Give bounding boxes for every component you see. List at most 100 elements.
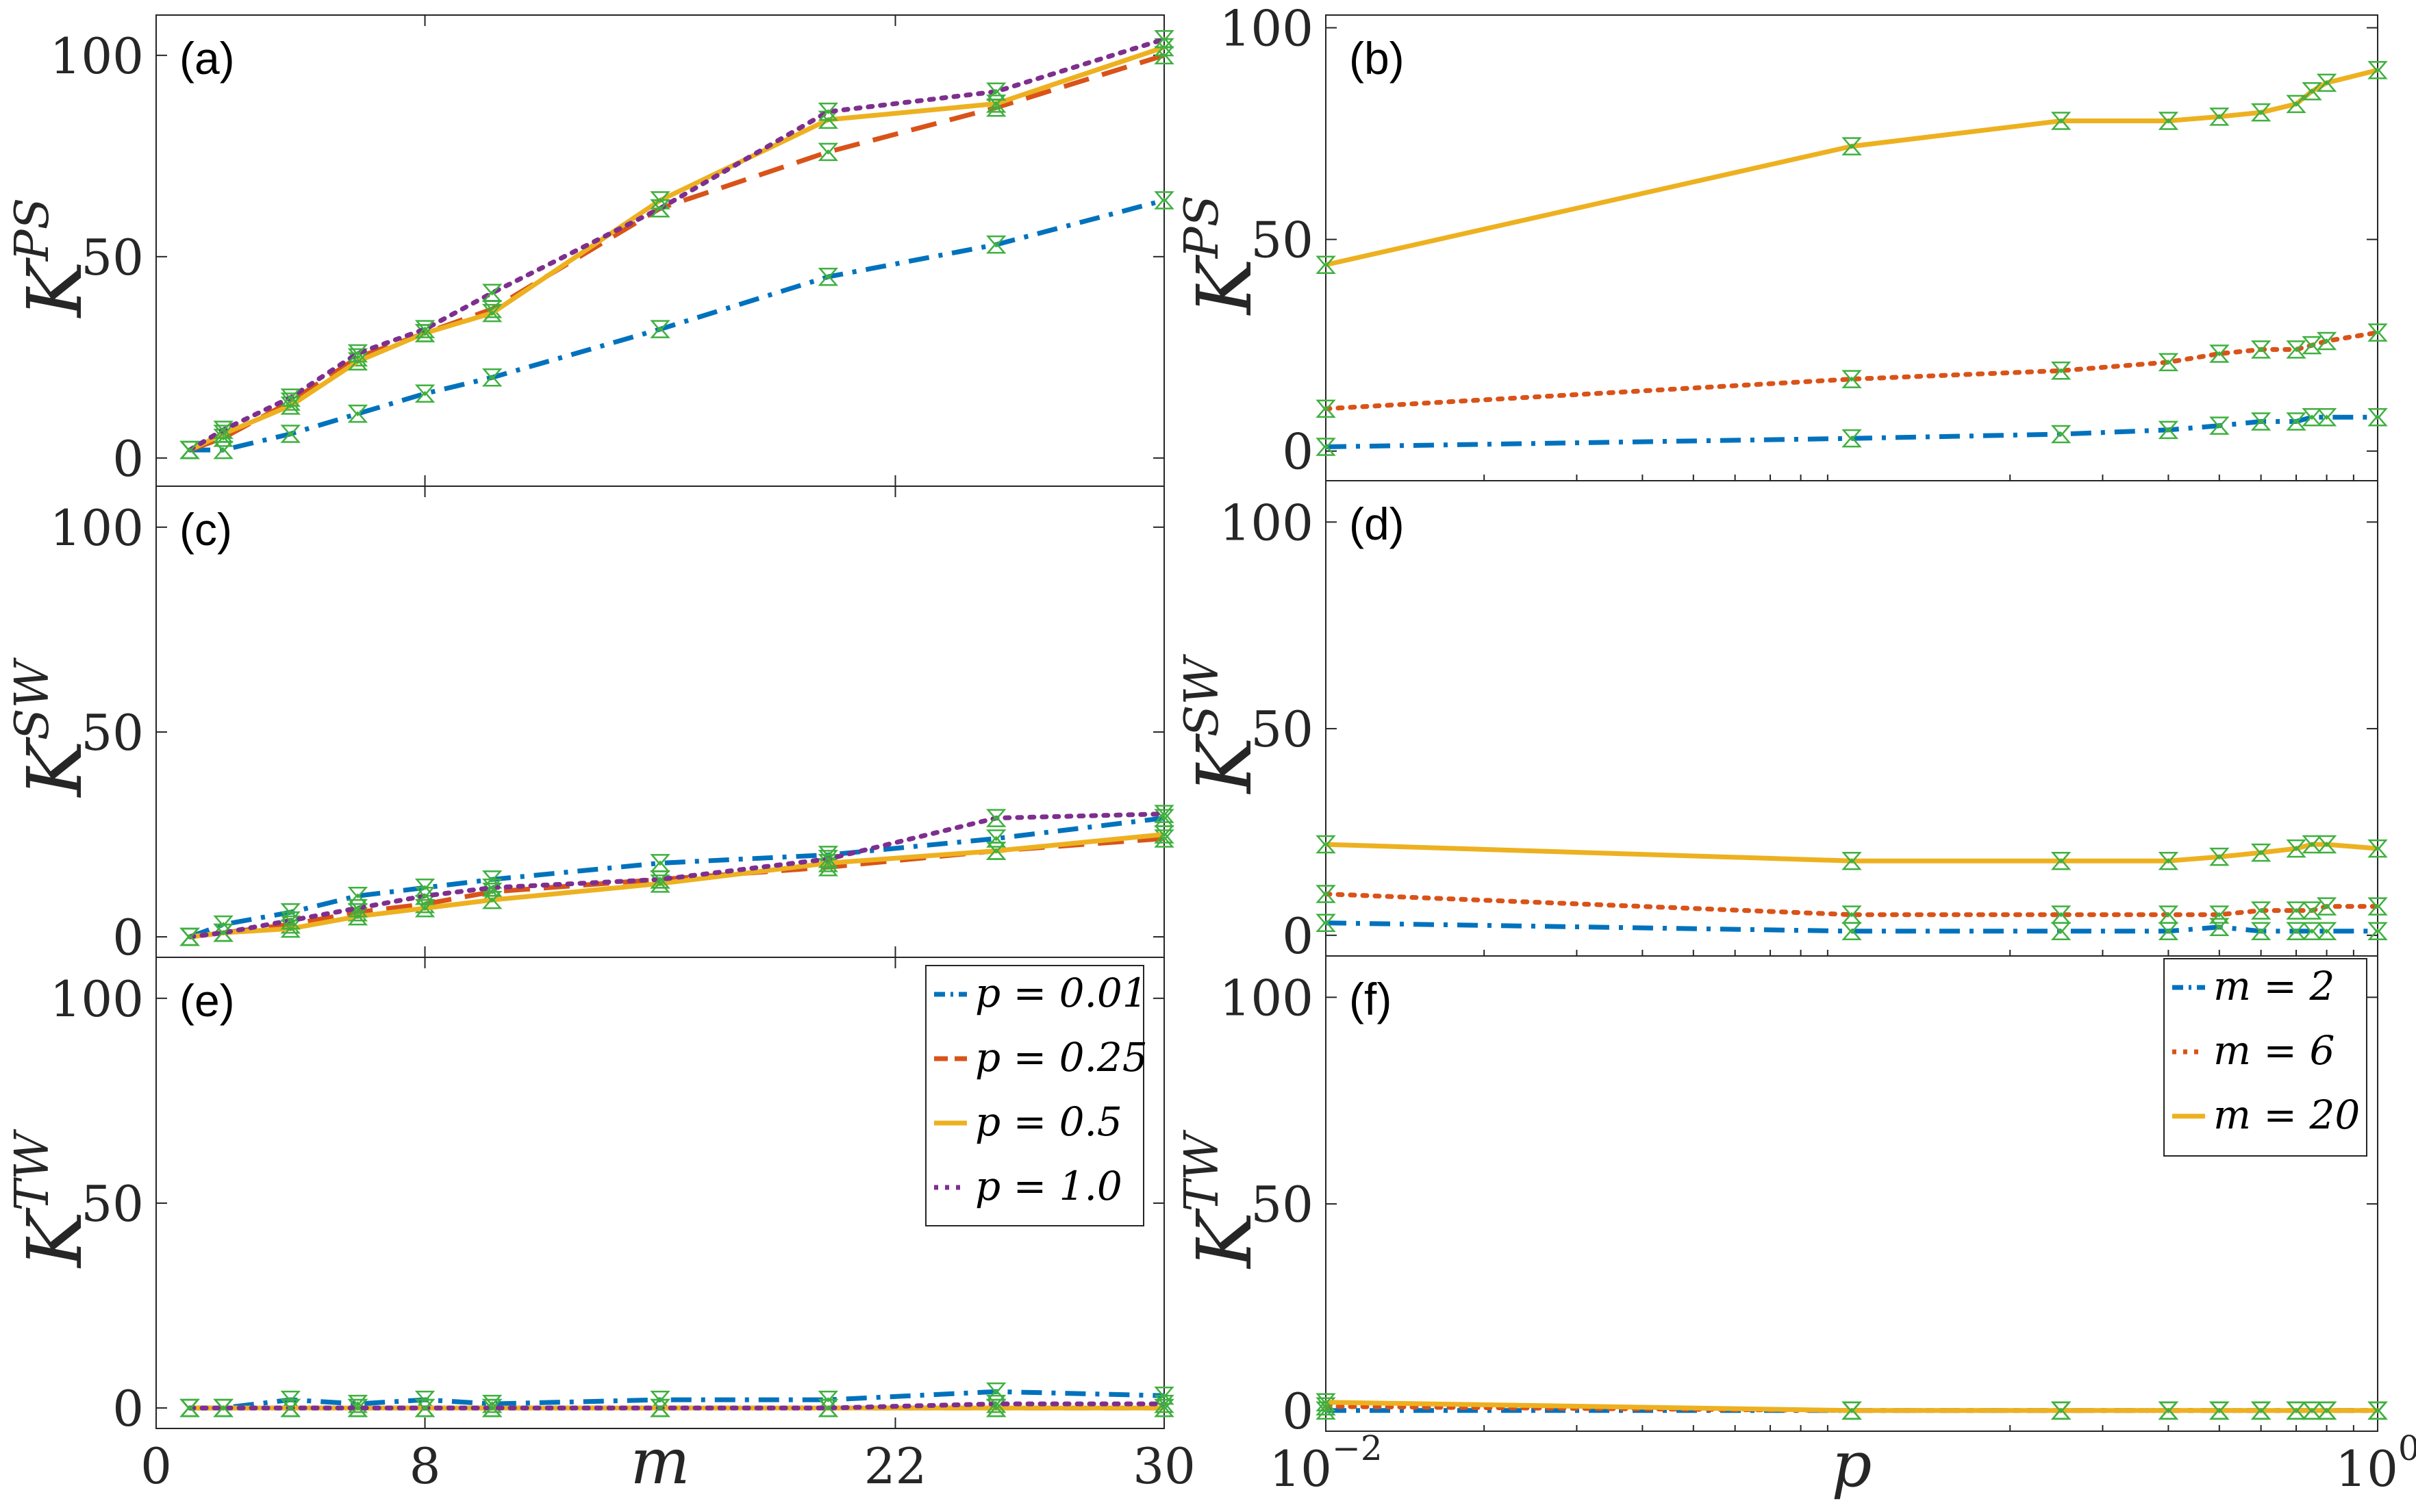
x-tick-label: 22	[864, 1437, 927, 1495]
y-axis-label-sup: SW	[5, 657, 60, 741]
y-axis-label: KPS	[5, 198, 99, 319]
y-tick-label: 0	[112, 909, 144, 966]
x-tick-label: 0	[140, 1437, 172, 1495]
y-axis-label-sup: PS	[5, 198, 60, 262]
series-line-p-0-25	[188, 53, 1166, 453]
data-point	[2286, 839, 2306, 858]
data-point	[414, 384, 436, 403]
legend-entry: p = 0.5	[975, 1098, 1122, 1145]
y-tick-label: 0	[1282, 423, 1313, 481]
data-point	[818, 142, 839, 162]
data-point	[1154, 805, 1174, 823]
data-point	[1154, 825, 1174, 844]
y-tick-label: 50	[1250, 1176, 1313, 1233]
data-point	[1841, 429, 1862, 448]
data-point	[2209, 344, 2230, 363]
data-point	[280, 425, 301, 443]
data-point	[179, 927, 200, 946]
legend-entry: p = 1.0	[975, 1163, 1122, 1209]
y-tick-label: 0	[112, 1380, 144, 1437]
y-tick-label: 50	[1250, 701, 1313, 758]
data-point	[2158, 353, 2179, 372]
series-line-p-1-0	[187, 1401, 1167, 1411]
data-point	[481, 368, 503, 387]
data-point	[1154, 1394, 1174, 1413]
data-point	[2050, 1401, 2072, 1420]
data-point	[2302, 82, 2322, 101]
x-tick-label: 8	[410, 1437, 441, 1495]
y-axis-label: KTW	[5, 1129, 99, 1269]
series-line-p-1-0	[187, 36, 1167, 453]
data-point	[2286, 1401, 2306, 1420]
data-point	[2367, 323, 2388, 342]
data-point	[2050, 112, 2072, 130]
data-point	[650, 320, 670, 338]
data-point	[2286, 94, 2306, 114]
y-axis-label-base: K	[11, 1207, 99, 1269]
series-line-m-20	[1325, 842, 2378, 864]
data-point	[2367, 922, 2388, 941]
data-point	[280, 911, 301, 930]
panel-label: (a)	[179, 33, 235, 84]
x-tick-exponent: 0	[2398, 1428, 2416, 1468]
data-point	[2302, 922, 2322, 941]
data-point	[2316, 897, 2337, 916]
y-tick-label: 100	[50, 27, 144, 85]
data-point	[280, 1398, 301, 1418]
y-tick-label: 50	[81, 229, 144, 286]
data-point	[2050, 425, 2072, 444]
y-axis-label-sup: TW	[5, 1129, 60, 1211]
series-line-m-6	[1323, 892, 2380, 918]
y-tick-label: 100	[50, 499, 144, 557]
data-point	[2286, 412, 2306, 431]
data-point	[1316, 399, 1336, 418]
data-point	[2302, 408, 2322, 427]
data-point	[818, 267, 839, 286]
panel-label: (e)	[179, 975, 235, 1026]
data-point	[985, 1394, 1007, 1413]
data-point	[2302, 901, 2322, 920]
data-point	[2250, 1401, 2272, 1420]
data-point	[2367, 61, 2388, 79]
data-point	[2250, 922, 2272, 941]
data-point	[2316, 331, 2337, 351]
y-axis-label: KPS	[1175, 195, 1268, 316]
x-axis-label: m	[630, 1425, 690, 1498]
data-point	[2286, 340, 2306, 359]
data-point	[1316, 914, 1336, 932]
y-axis-label-sup: TW	[1175, 1129, 1229, 1211]
panel-b: 0 50 100 KPS (b)	[1175, 0, 2388, 481]
data-point	[1841, 137, 1862, 155]
data-point	[1316, 438, 1336, 456]
data-point	[2316, 835, 2337, 854]
x-tick-exponent: −2	[1332, 1428, 1383, 1468]
y-tick-label: 0	[112, 430, 144, 488]
legend-entry: p = 0.01	[975, 970, 1148, 1016]
data-point	[2050, 362, 2072, 380]
panel-label: (c)	[179, 504, 232, 555]
data-point	[2158, 112, 2179, 130]
x-axis-label: p	[1832, 1428, 1872, 1501]
series-line-p-0-01	[190, 1389, 1165, 1411]
data-point	[2209, 1401, 2230, 1420]
data-point	[818, 850, 839, 868]
y-tick-label: 100	[1220, 0, 1313, 58]
legend-box	[925, 965, 1144, 1226]
series-line-m-20	[1325, 1400, 2378, 1413]
data-point	[2286, 922, 2306, 941]
series-line-m-20	[1325, 68, 2378, 268]
data-point	[818, 1398, 839, 1418]
data-point	[2316, 1401, 2337, 1420]
y-tick-label: 100	[1220, 494, 1313, 551]
data-point	[1154, 30, 1174, 49]
panel-a: 0 50 100 KPS (a)	[5, 14, 1174, 488]
data-point	[213, 1398, 234, 1418]
y-tick-label: 0	[1282, 907, 1313, 965]
series-line-p-0-01	[190, 198, 1165, 453]
panel-frame	[1325, 955, 2378, 1432]
panel-frame	[155, 486, 1165, 958]
y-tick-label: 0	[1282, 1383, 1313, 1440]
y-tick-label: 50	[81, 1175, 144, 1233]
